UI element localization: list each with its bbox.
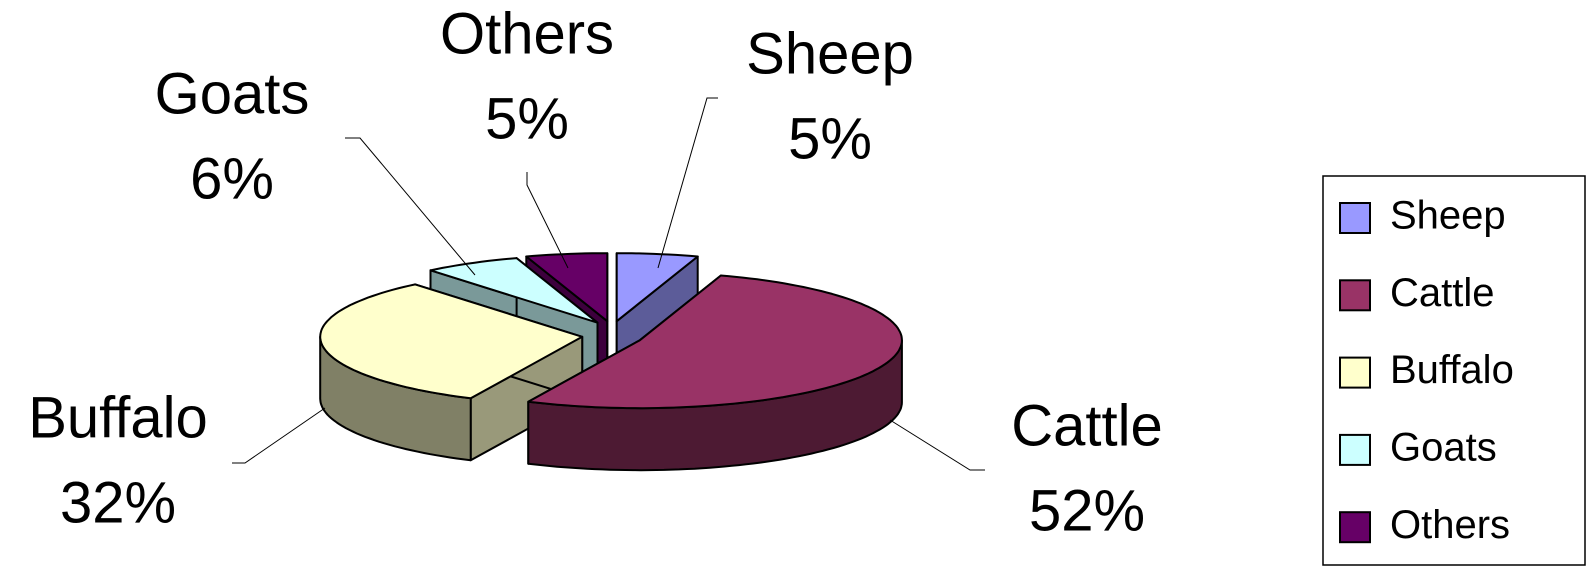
legend-label: Cattle: [1390, 271, 1495, 315]
legend-label: Others: [1390, 503, 1510, 547]
slice-top: [527, 274, 903, 410]
data-label-category: Sheep: [746, 21, 914, 86]
data-label-category: Others: [440, 1, 614, 66]
data-label-value: 52%: [1029, 478, 1145, 543]
data-label-category: Buffalo: [28, 385, 208, 450]
slice-top: [429, 257, 599, 324]
legend-swatch: [1339, 202, 1371, 234]
data-label-value: 6%: [190, 146, 274, 211]
data-label-value: 5%: [788, 106, 872, 171]
leader-line: [232, 407, 326, 464]
legend-label: Goats: [1390, 425, 1497, 469]
legend-label: Sheep: [1390, 194, 1506, 238]
slice-top: [319, 283, 584, 400]
leader-line: [657, 97, 718, 269]
legend-label: Buffalo: [1390, 348, 1514, 392]
data-label-category: Cattle: [1011, 393, 1163, 458]
leader-line: [345, 137, 476, 276]
leader-line: [526, 172, 569, 269]
slice-top: [615, 252, 699, 323]
legend-swatch: [1339, 511, 1371, 544]
leader-line: [889, 419, 985, 471]
data-label-value: 5%: [485, 86, 569, 151]
slice-top: [525, 252, 609, 323]
legend-swatch: [1339, 433, 1371, 466]
data-label-category: Goats: [155, 61, 310, 126]
data-label-value: 32%: [60, 470, 176, 535]
legend-swatch: [1339, 356, 1371, 389]
legend-swatch: [1339, 279, 1371, 312]
